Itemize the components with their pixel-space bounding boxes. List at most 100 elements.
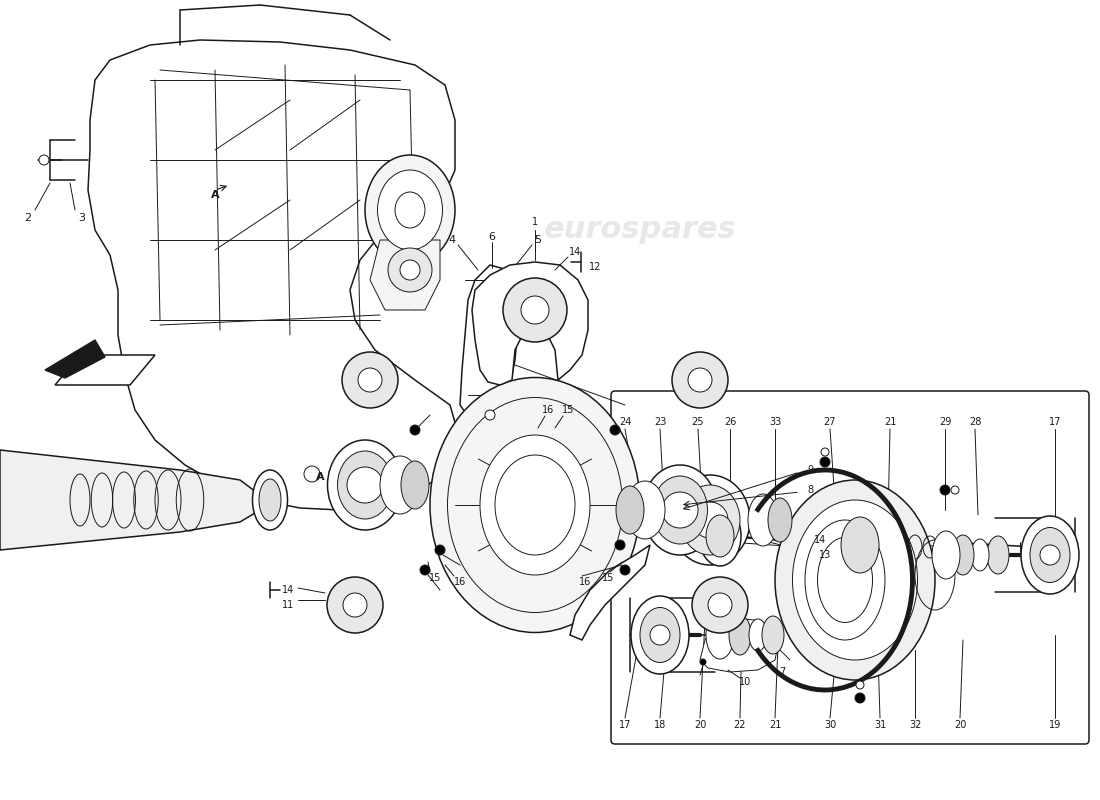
Text: 20: 20 [694,720,706,730]
Circle shape [820,457,830,467]
Circle shape [400,260,420,280]
Text: 15: 15 [562,405,574,415]
Text: 22: 22 [734,720,746,730]
Circle shape [434,545,446,555]
Text: 19: 19 [1049,720,1061,730]
Ellipse shape [987,536,1009,574]
Ellipse shape [776,480,935,680]
Ellipse shape [616,486,644,534]
Text: 17: 17 [1048,417,1062,427]
Ellipse shape [805,520,886,640]
Text: 16: 16 [579,577,591,587]
Ellipse shape [480,435,590,575]
Ellipse shape [971,539,989,571]
Circle shape [410,425,420,435]
Text: 2: 2 [24,213,32,223]
Text: eurospares: eurospares [75,474,286,506]
Ellipse shape [258,479,280,521]
Circle shape [855,693,865,703]
Ellipse shape [395,192,425,228]
Ellipse shape [1050,546,1069,560]
Ellipse shape [768,498,792,542]
Ellipse shape [365,155,455,265]
Ellipse shape [642,465,717,555]
Circle shape [521,296,549,324]
Ellipse shape [402,461,429,509]
Circle shape [692,502,728,538]
Ellipse shape [792,500,917,660]
Ellipse shape [932,531,960,579]
Text: eurospares: eurospares [543,215,736,245]
Ellipse shape [749,619,767,651]
Text: 33: 33 [769,417,781,427]
Circle shape [610,425,620,435]
Circle shape [821,448,829,456]
Text: 15: 15 [602,573,614,583]
Circle shape [39,155,50,165]
Text: 17: 17 [619,720,631,730]
Circle shape [940,485,950,495]
Ellipse shape [762,616,784,654]
Text: 20: 20 [954,720,966,730]
Circle shape [615,540,625,550]
Ellipse shape [1030,527,1070,582]
Text: 11: 11 [282,600,294,610]
Text: eurospares: eurospares [463,566,657,594]
Circle shape [1040,545,1060,565]
Ellipse shape [729,615,751,655]
Text: 6: 6 [488,232,495,242]
Text: 25: 25 [692,417,704,427]
Circle shape [346,467,383,503]
Circle shape [343,593,367,617]
Circle shape [952,486,959,494]
Circle shape [692,577,748,633]
Polygon shape [700,618,778,672]
Circle shape [650,625,670,645]
Ellipse shape [680,485,740,555]
Text: 18: 18 [653,720,667,730]
Ellipse shape [253,470,287,530]
Text: 13: 13 [818,550,832,560]
Text: 7: 7 [779,667,785,677]
Text: 30: 30 [824,720,836,730]
Ellipse shape [698,506,741,566]
Circle shape [708,593,732,617]
Text: 16: 16 [542,405,554,415]
Text: 28: 28 [969,417,981,427]
Text: 15: 15 [429,573,441,583]
Text: 4: 4 [449,235,455,245]
Circle shape [358,368,382,392]
Text: 27: 27 [824,417,836,427]
Ellipse shape [631,596,689,674]
Polygon shape [472,262,588,385]
Ellipse shape [377,170,442,250]
Ellipse shape [430,378,640,633]
Text: A: A [211,190,219,200]
Polygon shape [55,355,155,385]
Ellipse shape [328,440,403,530]
Polygon shape [88,40,460,510]
Text: 16: 16 [454,577,466,587]
Circle shape [342,352,398,408]
Text: 8: 8 [807,485,813,495]
Circle shape [700,659,706,665]
Polygon shape [0,450,260,550]
Ellipse shape [706,515,734,557]
Ellipse shape [1021,516,1079,594]
Text: 14: 14 [282,585,294,595]
Text: 21: 21 [769,720,781,730]
Circle shape [856,681,864,689]
Text: 1: 1 [532,217,538,227]
Circle shape [672,352,728,408]
Text: 14: 14 [569,247,581,257]
Circle shape [327,577,383,633]
Polygon shape [45,340,104,378]
Text: eurospares: eurospares [723,586,898,614]
Text: 26: 26 [724,417,736,427]
Ellipse shape [652,476,707,544]
Text: 5: 5 [535,235,541,245]
Circle shape [503,278,566,342]
Text: 24: 24 [619,417,631,427]
Circle shape [662,492,698,528]
Text: 31: 31 [873,720,887,730]
